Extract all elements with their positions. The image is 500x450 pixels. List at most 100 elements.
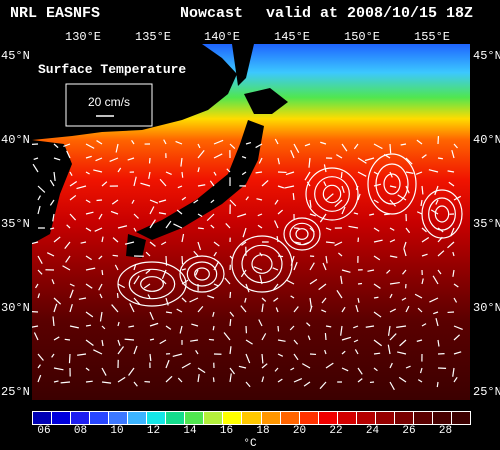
current-vector	[197, 305, 204, 313]
current-vector	[181, 268, 187, 271]
eddy-streamline	[383, 173, 401, 195]
current-vector	[365, 325, 375, 328]
current-vector	[338, 252, 343, 257]
colorbar-swatch	[260, 411, 281, 425]
eddy-streamline	[314, 176, 350, 212]
current-vector	[237, 213, 247, 218]
current-vector	[453, 325, 463, 330]
current-vector	[373, 255, 381, 261]
colorbar-swatch	[51, 411, 72, 425]
current-vector	[224, 277, 231, 285]
eddy-streamline	[179, 255, 225, 293]
vector-scale-box	[65, 83, 153, 127]
current-vector	[210, 199, 215, 204]
current-vector	[181, 233, 185, 243]
colorbar-tick-label: 06	[37, 425, 51, 437]
latitude-label: 45°N	[473, 49, 500, 63]
colorbar-tick-label: 24	[365, 425, 380, 437]
current-vector	[389, 227, 395, 231]
current-vector	[373, 367, 378, 372]
current-vector	[37, 205, 41, 215]
current-vector	[229, 311, 235, 317]
current-vector	[367, 269, 375, 272]
current-vector	[451, 149, 455, 159]
current-vector	[453, 297, 458, 303]
current-vector	[64, 241, 71, 249]
current-vector	[240, 305, 247, 313]
current-vector	[397, 351, 407, 355]
current-vector	[229, 373, 232, 383]
current-vector	[386, 269, 391, 274]
current-vector	[143, 283, 151, 289]
current-vector	[274, 367, 279, 372]
current-vector	[429, 297, 439, 303]
current-vector	[149, 206, 155, 215]
colorbar-swatch	[32, 411, 53, 425]
current-vector	[197, 143, 201, 149]
current-vector	[197, 167, 200, 173]
current-vector	[49, 179, 55, 187]
current-vector	[419, 367, 423, 374]
current-vector	[274, 138, 279, 145]
current-vector	[357, 297, 360, 303]
current-vector	[161, 269, 167, 280]
colorbar-swatch	[108, 411, 129, 425]
current-vector	[304, 143, 311, 147]
current-vector	[325, 325, 332, 328]
current-vector	[65, 255, 71, 263]
current-vector	[93, 169, 103, 173]
colorbar-tick-label: 26	[402, 425, 416, 437]
current-vector	[307, 335, 311, 341]
current-vector	[353, 339, 359, 343]
current-vector	[453, 351, 462, 355]
current-vector	[257, 224, 263, 229]
current-vector	[133, 297, 141, 306]
current-vector	[117, 376, 126, 383]
current-vector	[133, 176, 137, 187]
current-vector	[197, 213, 203, 218]
current-vector	[209, 180, 215, 187]
current-vector	[405, 171, 414, 174]
current-vector	[273, 297, 279, 302]
current-vector	[32, 163, 39, 173]
current-vector	[322, 262, 327, 271]
current-vector	[116, 293, 119, 299]
colorbar-tick-label: 08	[73, 425, 88, 437]
current-vector	[320, 141, 327, 145]
colorbar-tick-label: 10	[110, 425, 124, 437]
current-vector	[389, 185, 397, 188]
longitude-label: 150°E	[343, 30, 381, 44]
current-vector	[373, 143, 383, 150]
current-vector	[35, 283, 39, 289]
current-vector	[33, 332, 39, 341]
current-vector	[133, 381, 138, 387]
current-vector	[261, 353, 264, 364]
current-vector	[452, 367, 455, 377]
current-vector	[437, 157, 443, 160]
eddy-streamline	[375, 163, 409, 205]
current-vector	[405, 227, 411, 234]
map-canvas: 20 cm/s	[28, 44, 470, 400]
current-vector	[389, 143, 392, 154]
current-vector	[69, 171, 73, 176]
current-vector	[258, 157, 263, 164]
current-vector	[66, 224, 71, 229]
current-vector	[277, 339, 286, 342]
current-vector	[387, 344, 391, 355]
current-vector	[387, 325, 391, 336]
colorbar-swatch	[374, 411, 395, 425]
current-vector	[389, 199, 397, 207]
current-vector	[213, 251, 217, 257]
current-vector	[101, 381, 112, 384]
current-vector	[453, 143, 458, 149]
current-vector	[117, 346, 124, 355]
current-vector	[334, 241, 343, 247]
current-vector	[101, 236, 104, 243]
colorbar-swatch	[412, 411, 433, 425]
current-vector	[357, 367, 363, 375]
current-vector	[165, 359, 170, 369]
current-vector	[213, 153, 223, 159]
current-vector	[417, 379, 423, 383]
korean-peninsula	[32, 140, 72, 244]
current-vector	[357, 378, 363, 383]
